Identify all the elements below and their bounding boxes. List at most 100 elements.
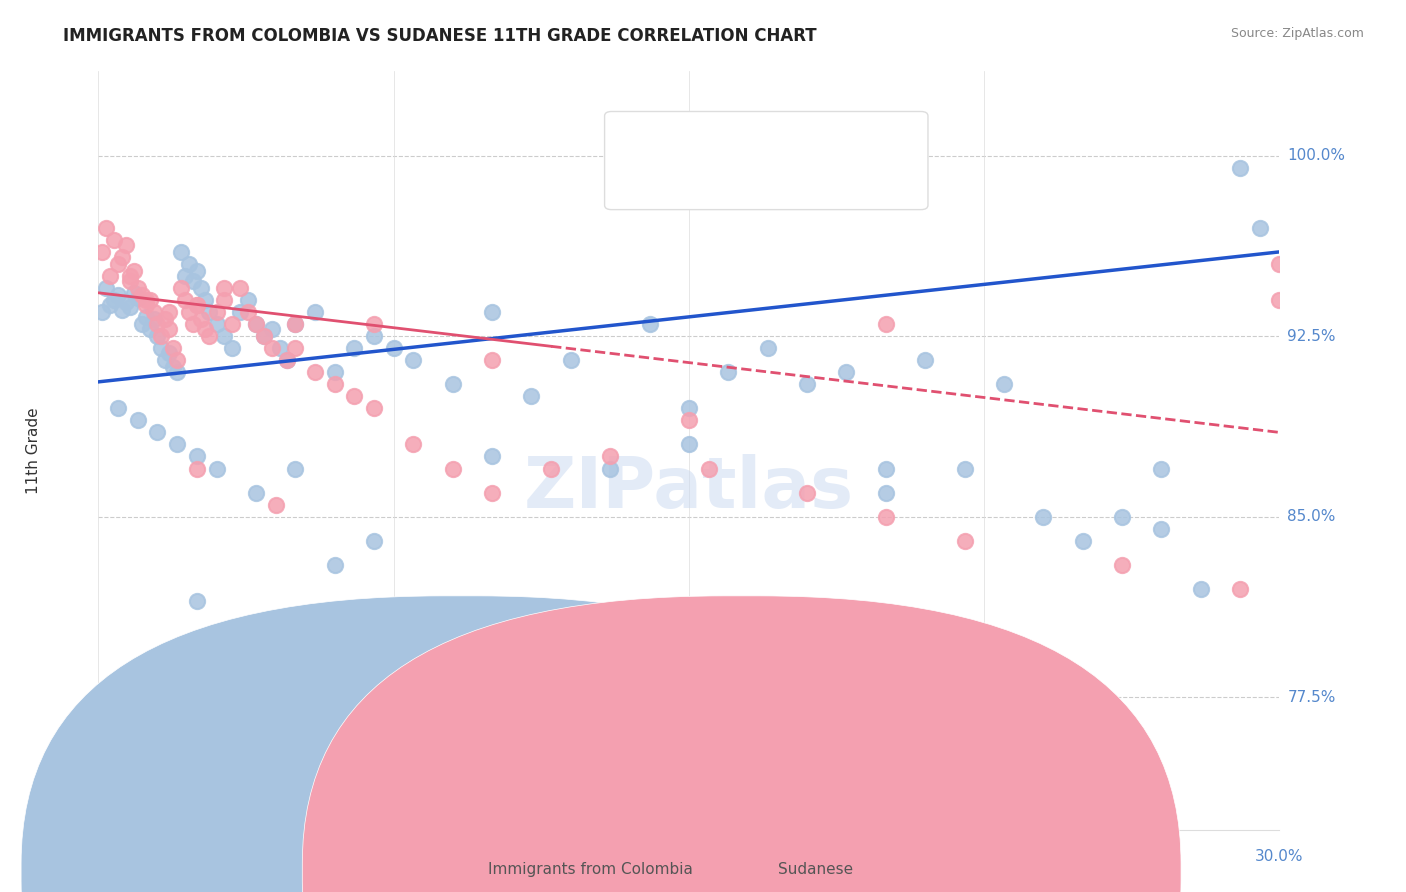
Point	[197, 329, 219, 343]
Point	[162, 341, 184, 355]
Point	[229, 305, 252, 319]
Point	[253, 329, 276, 343]
Point	[166, 353, 188, 368]
Point	[796, 485, 818, 500]
Point	[678, 401, 700, 416]
Point	[835, 365, 858, 379]
Point	[1150, 522, 1173, 536]
Point	[131, 317, 153, 331]
Point	[190, 312, 212, 326]
Point	[181, 274, 204, 288]
Text: 30.0%: 30.0%	[1256, 849, 1303, 863]
Point	[560, 353, 582, 368]
Point	[599, 461, 621, 475]
Point	[214, 281, 236, 295]
Text: 0.0%: 0.0%	[79, 849, 118, 863]
Text: 77.5%: 77.5%	[1288, 690, 1336, 705]
Point	[1071, 533, 1094, 548]
Point	[91, 305, 114, 319]
Point	[875, 461, 897, 475]
Point	[197, 305, 219, 319]
Point	[186, 298, 208, 312]
Point	[98, 298, 121, 312]
Point	[260, 341, 283, 355]
Point	[111, 250, 134, 264]
Point	[142, 305, 165, 319]
Point	[177, 257, 200, 271]
Point	[166, 365, 188, 379]
Point	[205, 317, 228, 331]
Point	[115, 295, 138, 310]
Point	[146, 317, 169, 331]
Point	[1268, 293, 1291, 307]
Point	[276, 353, 298, 368]
Point	[363, 533, 385, 548]
Point	[323, 558, 346, 572]
Point	[402, 353, 425, 368]
Point	[382, 341, 405, 355]
Point	[284, 317, 307, 331]
Point	[146, 329, 169, 343]
Point	[157, 305, 180, 319]
Point	[1111, 509, 1133, 524]
Point	[174, 268, 197, 283]
Point	[441, 461, 464, 475]
Point	[717, 365, 740, 379]
Point	[697, 461, 720, 475]
Text: Source: ZipAtlas.com: Source: ZipAtlas.com	[1230, 27, 1364, 40]
Point	[284, 461, 307, 475]
Point	[115, 237, 138, 252]
Point	[190, 281, 212, 295]
Point	[96, 220, 118, 235]
Text: IMMIGRANTS FROM COLOMBIA VS SUDANESE 11TH GRADE CORRELATION CHART: IMMIGRANTS FROM COLOMBIA VS SUDANESE 11T…	[63, 27, 817, 45]
Point	[194, 293, 217, 307]
Point	[135, 293, 157, 307]
Point	[186, 298, 208, 312]
Point	[245, 485, 267, 500]
Point	[1229, 161, 1251, 175]
Point	[118, 268, 141, 283]
Point	[91, 244, 114, 259]
Text: 100.0%: 100.0%	[1288, 148, 1346, 163]
Point	[914, 353, 936, 368]
Point	[540, 461, 562, 475]
Point	[1150, 461, 1173, 475]
Point	[127, 281, 149, 295]
Text: Sudanese: Sudanese	[778, 863, 853, 877]
Point	[304, 365, 326, 379]
Point	[236, 293, 259, 307]
Point	[678, 413, 700, 427]
Point	[221, 317, 243, 331]
Point	[107, 288, 129, 302]
Point	[481, 305, 503, 319]
Point	[96, 281, 118, 295]
Point	[166, 437, 188, 451]
Point	[170, 281, 193, 295]
Point	[205, 305, 228, 319]
Point	[174, 293, 197, 307]
Point	[146, 425, 169, 440]
Point	[118, 300, 141, 314]
Point	[264, 630, 287, 644]
Point	[260, 322, 283, 336]
Point	[107, 401, 129, 416]
Point	[441, 377, 464, 392]
Point	[181, 317, 204, 331]
Point	[131, 288, 153, 302]
Point	[214, 293, 236, 307]
Point	[170, 244, 193, 259]
Point	[756, 341, 779, 355]
Point	[150, 341, 173, 355]
Point	[875, 485, 897, 500]
Point	[599, 450, 621, 464]
Point	[953, 533, 976, 548]
Point	[875, 317, 897, 331]
Point	[269, 341, 291, 355]
Point	[1268, 257, 1291, 271]
Point	[993, 377, 1015, 392]
Point	[127, 291, 149, 305]
Point	[1229, 582, 1251, 596]
Text: Immigrants from Colombia: Immigrants from Colombia	[488, 863, 693, 877]
Point	[103, 293, 125, 307]
Point	[205, 461, 228, 475]
